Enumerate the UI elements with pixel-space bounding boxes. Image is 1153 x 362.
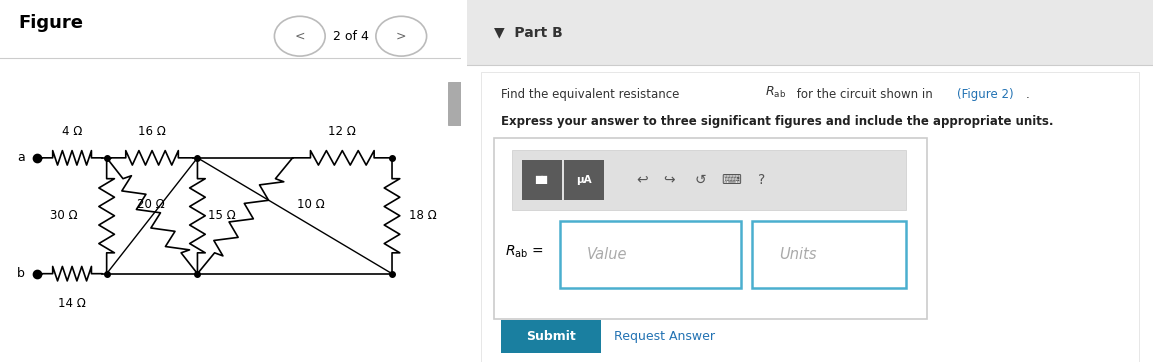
Text: Express your answer to three significant figures and include the appropriate uni: Express your answer to three significant… bbox=[502, 115, 1054, 128]
Text: 18 Ω: 18 Ω bbox=[409, 209, 437, 222]
Bar bbox=[559, 221, 741, 288]
Text: <: < bbox=[294, 30, 306, 43]
Text: .: . bbox=[1026, 88, 1030, 101]
Bar bbox=[512, 150, 906, 210]
Text: Request Answer: Request Answer bbox=[615, 330, 716, 343]
Bar bbox=[481, 72, 1139, 362]
Text: ⌨: ⌨ bbox=[721, 173, 741, 187]
Bar bbox=[522, 160, 562, 200]
Text: ↩: ↩ bbox=[636, 173, 648, 187]
Text: 20 Ω: 20 Ω bbox=[137, 198, 165, 211]
Text: μA: μA bbox=[576, 175, 593, 185]
Text: $R_{\rm ab}$ =: $R_{\rm ab}$ = bbox=[505, 243, 543, 260]
Text: Units: Units bbox=[779, 247, 816, 262]
Text: █▉: █▉ bbox=[535, 176, 548, 184]
Bar bbox=[752, 221, 906, 288]
Text: $R_{\rm ab}$: $R_{\rm ab}$ bbox=[766, 85, 786, 100]
Text: ↪: ↪ bbox=[663, 173, 676, 187]
Text: 14 Ω: 14 Ω bbox=[58, 297, 86, 310]
Text: Value: Value bbox=[587, 247, 627, 262]
Text: a: a bbox=[17, 151, 24, 164]
Text: (Figure 2): (Figure 2) bbox=[957, 88, 1015, 101]
Text: Figure: Figure bbox=[18, 14, 83, 33]
Text: 16 Ω: 16 Ω bbox=[138, 125, 166, 138]
Text: ↺: ↺ bbox=[694, 173, 706, 187]
Text: >: > bbox=[395, 30, 407, 43]
Text: 10 Ω: 10 Ω bbox=[297, 198, 325, 211]
Text: Find the equivalent resistance: Find the equivalent resistance bbox=[502, 88, 684, 101]
Bar bbox=[502, 320, 601, 353]
Bar bbox=[449, 82, 460, 125]
Text: 30 Ω: 30 Ω bbox=[50, 209, 77, 222]
Text: ?: ? bbox=[759, 173, 766, 187]
Text: for the circuit shown in: for the circuit shown in bbox=[793, 88, 936, 101]
Text: ▼  Part B: ▼ Part B bbox=[495, 26, 563, 39]
Text: 15 Ω: 15 Ω bbox=[209, 209, 236, 222]
Bar bbox=[467, 0, 1153, 65]
Bar bbox=[495, 138, 927, 319]
Text: 4 Ω: 4 Ω bbox=[62, 125, 82, 138]
Text: b: b bbox=[16, 267, 24, 280]
Text: 12 Ω: 12 Ω bbox=[329, 125, 356, 138]
Bar bbox=[564, 160, 604, 200]
Text: Submit: Submit bbox=[526, 330, 575, 343]
Text: 2 of 4: 2 of 4 bbox=[332, 30, 369, 43]
